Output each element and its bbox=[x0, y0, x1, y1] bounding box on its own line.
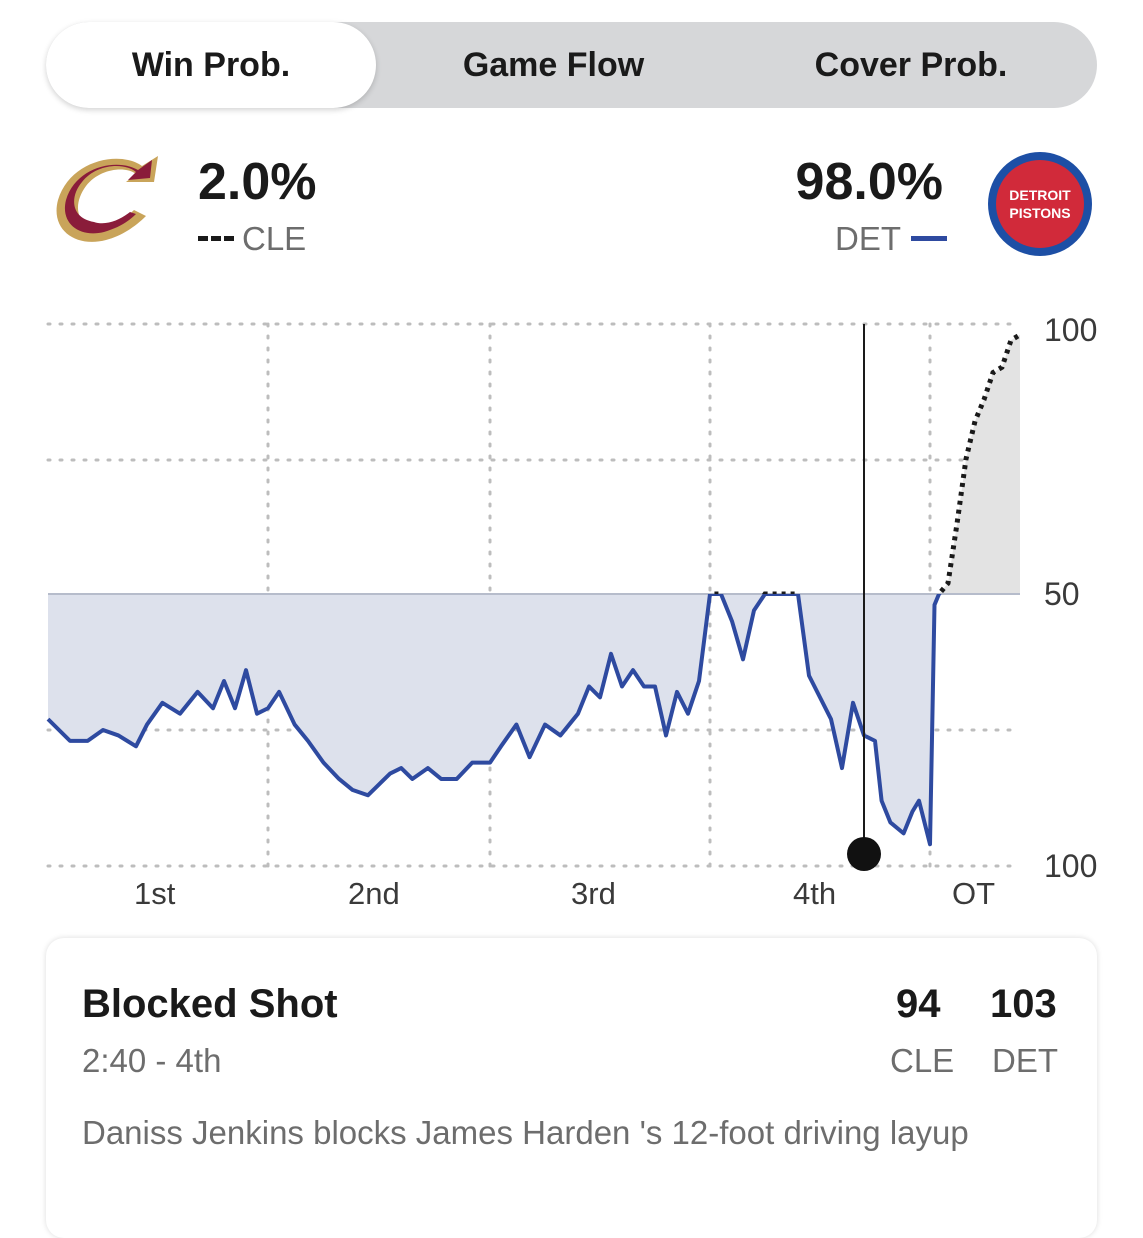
det-solid-line-key bbox=[911, 235, 947, 241]
det-probability-line bbox=[46, 594, 942, 847]
tab-cover-prob[interactable]: Cover Prob. bbox=[814, 46, 1008, 84]
cavaliers-logo bbox=[56, 156, 158, 242]
pistons-logo-line1: DETROIT bbox=[1009, 187, 1071, 203]
det-abbr: DET bbox=[835, 220, 901, 257]
x-tick-4th: 4th bbox=[793, 876, 837, 911]
cle-area-fill bbox=[48, 334, 1020, 594]
cle-probability-line bbox=[707, 332, 1022, 594]
x-tick-2nd: 2nd bbox=[348, 876, 400, 911]
win-probability-chart: 100 50 100 1st 2nd 3rd 4th OT bbox=[0, 300, 1143, 920]
tab-game-flow[interactable]: Game Flow bbox=[462, 46, 645, 84]
x-tick-ot: OT bbox=[952, 876, 996, 911]
cle-abbr: CLE bbox=[242, 220, 307, 257]
play-marker-dot bbox=[847, 837, 881, 871]
play-title: Blocked Shot bbox=[82, 982, 338, 1026]
home-score-abbr: DET bbox=[992, 1042, 1058, 1079]
det-area-fill bbox=[48, 594, 1020, 845]
chart-svg bbox=[46, 322, 1022, 871]
det-win-pct: 98.0% bbox=[795, 153, 943, 211]
cle-win-pct: 2.0% bbox=[198, 153, 317, 211]
y-tick-top: 100 bbox=[1044, 312, 1098, 348]
x-tick-3rd: 3rd bbox=[571, 876, 616, 911]
chart-type-tabs: Win Prob. Game Flow Cover Prob. bbox=[46, 22, 1097, 108]
pistons-logo: DETROIT PISTONS bbox=[988, 152, 1092, 256]
pistons-logo-line2: PISTONS bbox=[1009, 205, 1070, 221]
play-time: 2:40 - 4th bbox=[82, 1042, 222, 1079]
y-tick-mid: 50 bbox=[1044, 576, 1080, 612]
away-score: 94 bbox=[896, 982, 941, 1026]
play-description: Daniss Jenkins blocks James Harden 's 12… bbox=[82, 1114, 969, 1151]
x-tick-1st: 1st bbox=[134, 876, 176, 911]
det-legend: DET bbox=[835, 220, 947, 258]
cle-dashed-line-key bbox=[198, 235, 234, 241]
away-score-abbr: CLE bbox=[890, 1042, 955, 1079]
home-score: 103 bbox=[990, 982, 1057, 1026]
cle-legend: CLE bbox=[198, 220, 306, 258]
tab-win-prob[interactable]: Win Prob. bbox=[46, 22, 376, 108]
y-tick-bottom: 100 bbox=[1044, 848, 1098, 884]
play-card[interactable]: Blocked Shot 2:40 - 4th 94 103 CLE DET D… bbox=[46, 938, 1097, 1238]
